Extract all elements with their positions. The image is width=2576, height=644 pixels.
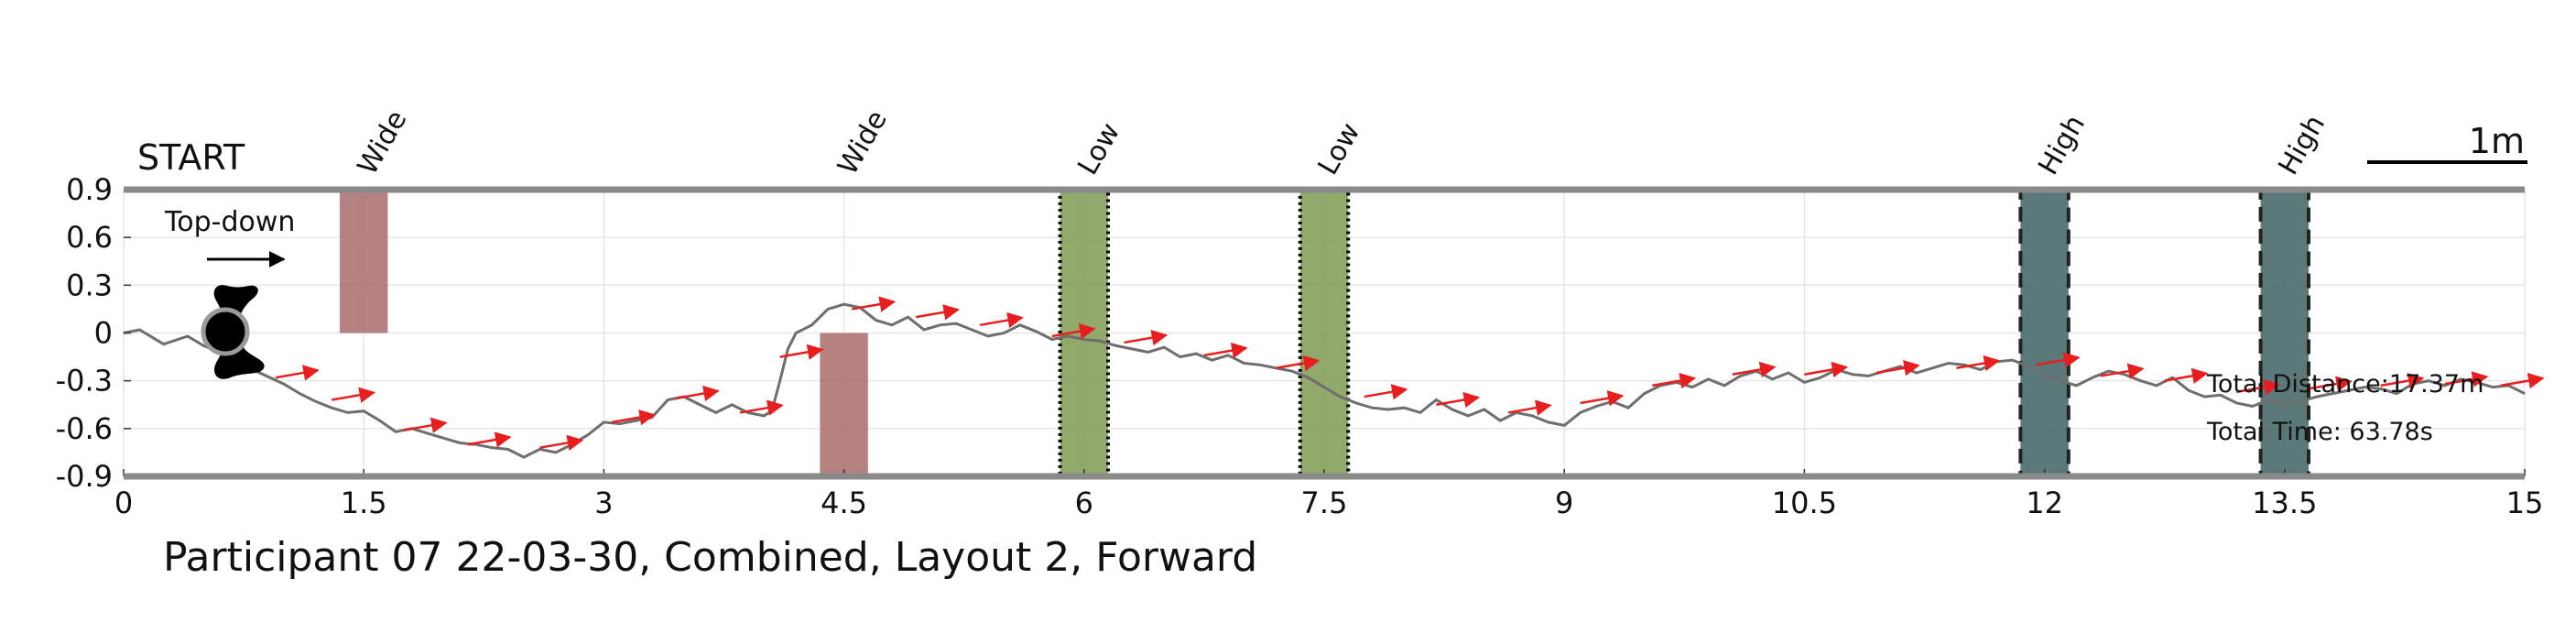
chart-title: Participant 07 22-03-30, Combined, Layou… [163,534,1257,581]
x-tick-label: 7.5 [1301,486,1348,520]
x-tick-label: 0 [114,486,133,520]
heading-arrow [1364,384,1408,400]
x-tick-label: 3 [594,486,613,520]
x-tick-label: 12 [2026,486,2063,520]
obstacle-wide [820,333,868,476]
heading-arrow [539,434,584,452]
heading-arrow [2380,372,2425,389]
heading-arrow [1203,342,1248,359]
heading-arrow [2036,352,2081,368]
obstacle-wide [339,190,388,333]
obstacle-label: Low [1312,117,1367,180]
tick-labels: 0 1.5 3 4.5 6 7.5 9 10.5 12 13.5 15 0.9 0.6 0.3 0 -0.3 -… [56,172,2544,520]
x-tick-label: 9 [1555,486,1573,520]
heading-arrow [1276,355,1321,372]
heading-arrow [611,409,656,426]
obstacle-label: High [2032,110,2092,180]
heading-arrow [2164,367,2209,384]
x-tick-label: 15 [2506,486,2544,520]
y-tick-label: 0 [94,316,113,351]
obstacle-low [1298,188,1351,478]
total-time-text: Total Time: 63.78s [2206,418,2433,446]
heading-arrow [2444,371,2489,387]
x-tick-label: 6 [1075,486,1093,520]
top-down-label: Top-down [164,206,295,238]
heading-arrows [275,296,2545,452]
heading-arrow [2500,372,2545,389]
heading-arrow [1956,355,2001,372]
obstacle-label: Wide [831,105,894,180]
y-tick-label: 0.3 [66,267,113,302]
heading-arrow [467,431,512,448]
heading-arrow [979,311,1024,329]
participant-head-circle [201,307,250,356]
obstacle-label: Wide [352,105,414,180]
obstacle-labels: Wide Wide Low Low High High [352,105,2331,180]
heading-arrow [332,387,375,403]
x-tick-label: 1.5 [341,486,387,520]
heading-arrow [852,296,897,312]
heading-arrow [403,417,448,433]
y-tick-label: 0.6 [66,220,113,255]
heading-arrow [1580,390,1625,407]
heading-arrow [275,365,320,381]
heading-arrow [1124,330,1168,346]
heading-arrow [779,344,824,360]
heading-arrow [739,399,784,416]
heading-arrow [675,385,720,402]
heading-arrow [2236,378,2281,396]
obstacle-label: Low [1071,117,1126,180]
heading-arrow [1507,399,1552,416]
heading-arrow [1875,360,1920,377]
heading-arrow [1732,361,1777,378]
y-tick-label: -0.9 [56,459,113,494]
trajectory [123,302,2526,459]
y-tick-label: 0.9 [66,172,113,207]
participant-icon [201,285,265,379]
y-tick-label: -0.3 [56,364,113,398]
heading-arrow [1051,323,1096,340]
y-tick-label: -0.6 [56,411,113,446]
start-label: START [137,137,245,178]
heading-arrow [1436,391,1481,409]
plot-frame [123,186,2526,480]
heading-arrow [2100,363,2145,379]
trajectory-line [123,302,2526,459]
obstacle-high [2018,188,2071,478]
x-tick-label: 13.5 [2252,486,2317,520]
heading-arrow [2308,376,2353,392]
obstacle-label: High [2272,110,2331,180]
heading-arrow [1804,361,1849,378]
x-tick-label: 10.5 [1772,486,1837,520]
x-tick-label: 4.5 [821,486,867,520]
heading-arrow [1652,372,1697,389]
heading-arrow [916,304,960,321]
scale-bar-label: 1m [2469,121,2525,161]
total-distance-text: Total Distance:17.37m [2206,370,2484,398]
